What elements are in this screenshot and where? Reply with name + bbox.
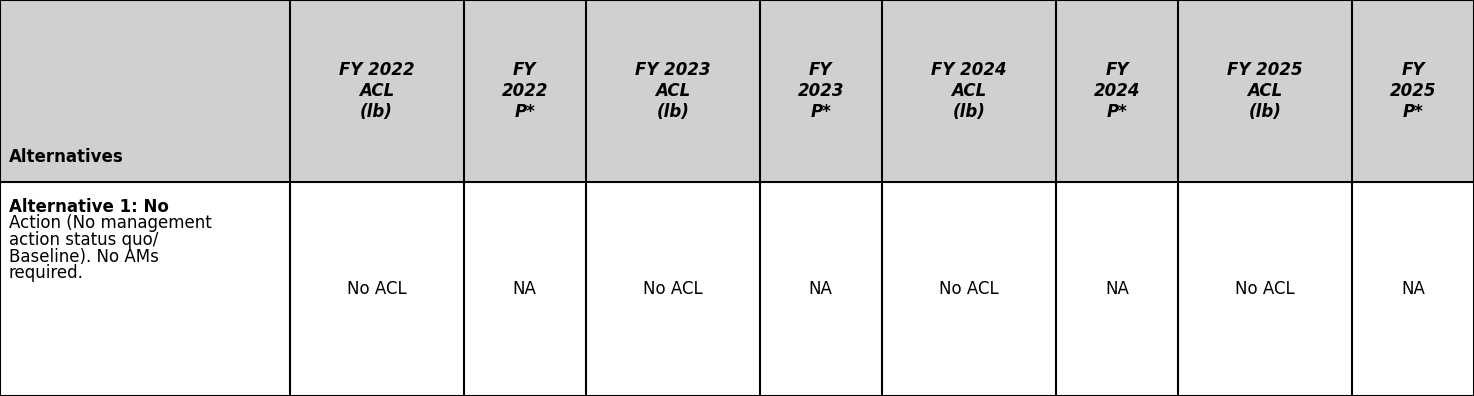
Text: NA: NA — [809, 280, 833, 298]
Text: Alternatives: Alternatives — [9, 148, 124, 166]
Text: FY 2023
ACL
(lb): FY 2023 ACL (lb) — [635, 61, 710, 121]
Text: FY
2022
P*: FY 2022 P* — [501, 61, 548, 121]
Text: Action (No management: Action (No management — [9, 215, 212, 232]
Text: Alternative 1: No: Alternative 1: No — [9, 198, 168, 216]
Text: FY
2025
P*: FY 2025 P* — [1390, 61, 1436, 121]
Text: No ACL: No ACL — [1235, 280, 1294, 298]
Text: FY
2023
P*: FY 2023 P* — [797, 61, 845, 121]
Text: No ACL: No ACL — [346, 280, 407, 298]
Text: FY 2024
ACL
(lb): FY 2024 ACL (lb) — [932, 61, 1007, 121]
Text: FY 2025
ACL
(lb): FY 2025 ACL (lb) — [1228, 61, 1303, 121]
Text: Baseline). No AMs: Baseline). No AMs — [9, 248, 159, 265]
Bar — [0, 182, 1474, 396]
Text: required.: required. — [9, 264, 84, 282]
Text: NA: NA — [1402, 280, 1425, 298]
Text: No ACL: No ACL — [939, 280, 999, 298]
Text: No ACL: No ACL — [643, 280, 703, 298]
Text: NA: NA — [513, 280, 537, 298]
Text: NA: NA — [1106, 280, 1129, 298]
Text: FY
2024
P*: FY 2024 P* — [1094, 61, 1139, 121]
Text: action status quo/: action status quo/ — [9, 231, 158, 249]
Bar — [0, 0, 1474, 182]
Text: FY 2022
ACL
(lb): FY 2022 ACL (lb) — [339, 61, 414, 121]
